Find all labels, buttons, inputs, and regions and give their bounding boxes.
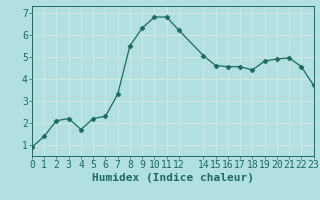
X-axis label: Humidex (Indice chaleur): Humidex (Indice chaleur) — [92, 173, 254, 183]
